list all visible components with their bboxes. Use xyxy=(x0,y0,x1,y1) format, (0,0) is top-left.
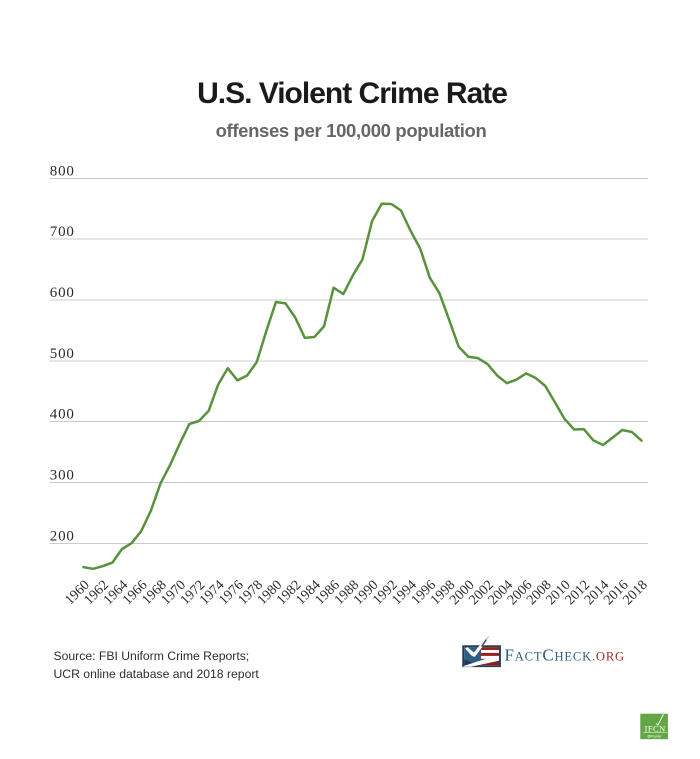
svg-text:200: 200 xyxy=(50,528,75,544)
svg-text:400: 400 xyxy=(50,407,75,423)
svg-text:300: 300 xyxy=(50,468,75,484)
svg-text:FACTCHECK.ORG: FACTCHECK.ORG xyxy=(505,646,625,665)
svg-text:600: 600 xyxy=(50,285,75,301)
svg-text:700: 700 xyxy=(50,224,75,240)
svg-text:500: 500 xyxy=(50,346,75,362)
svg-text:800: 800 xyxy=(50,163,75,179)
svg-text:@Poynter: @Poynter xyxy=(647,735,662,739)
svg-text:IFCN: IFCN xyxy=(645,725,666,734)
